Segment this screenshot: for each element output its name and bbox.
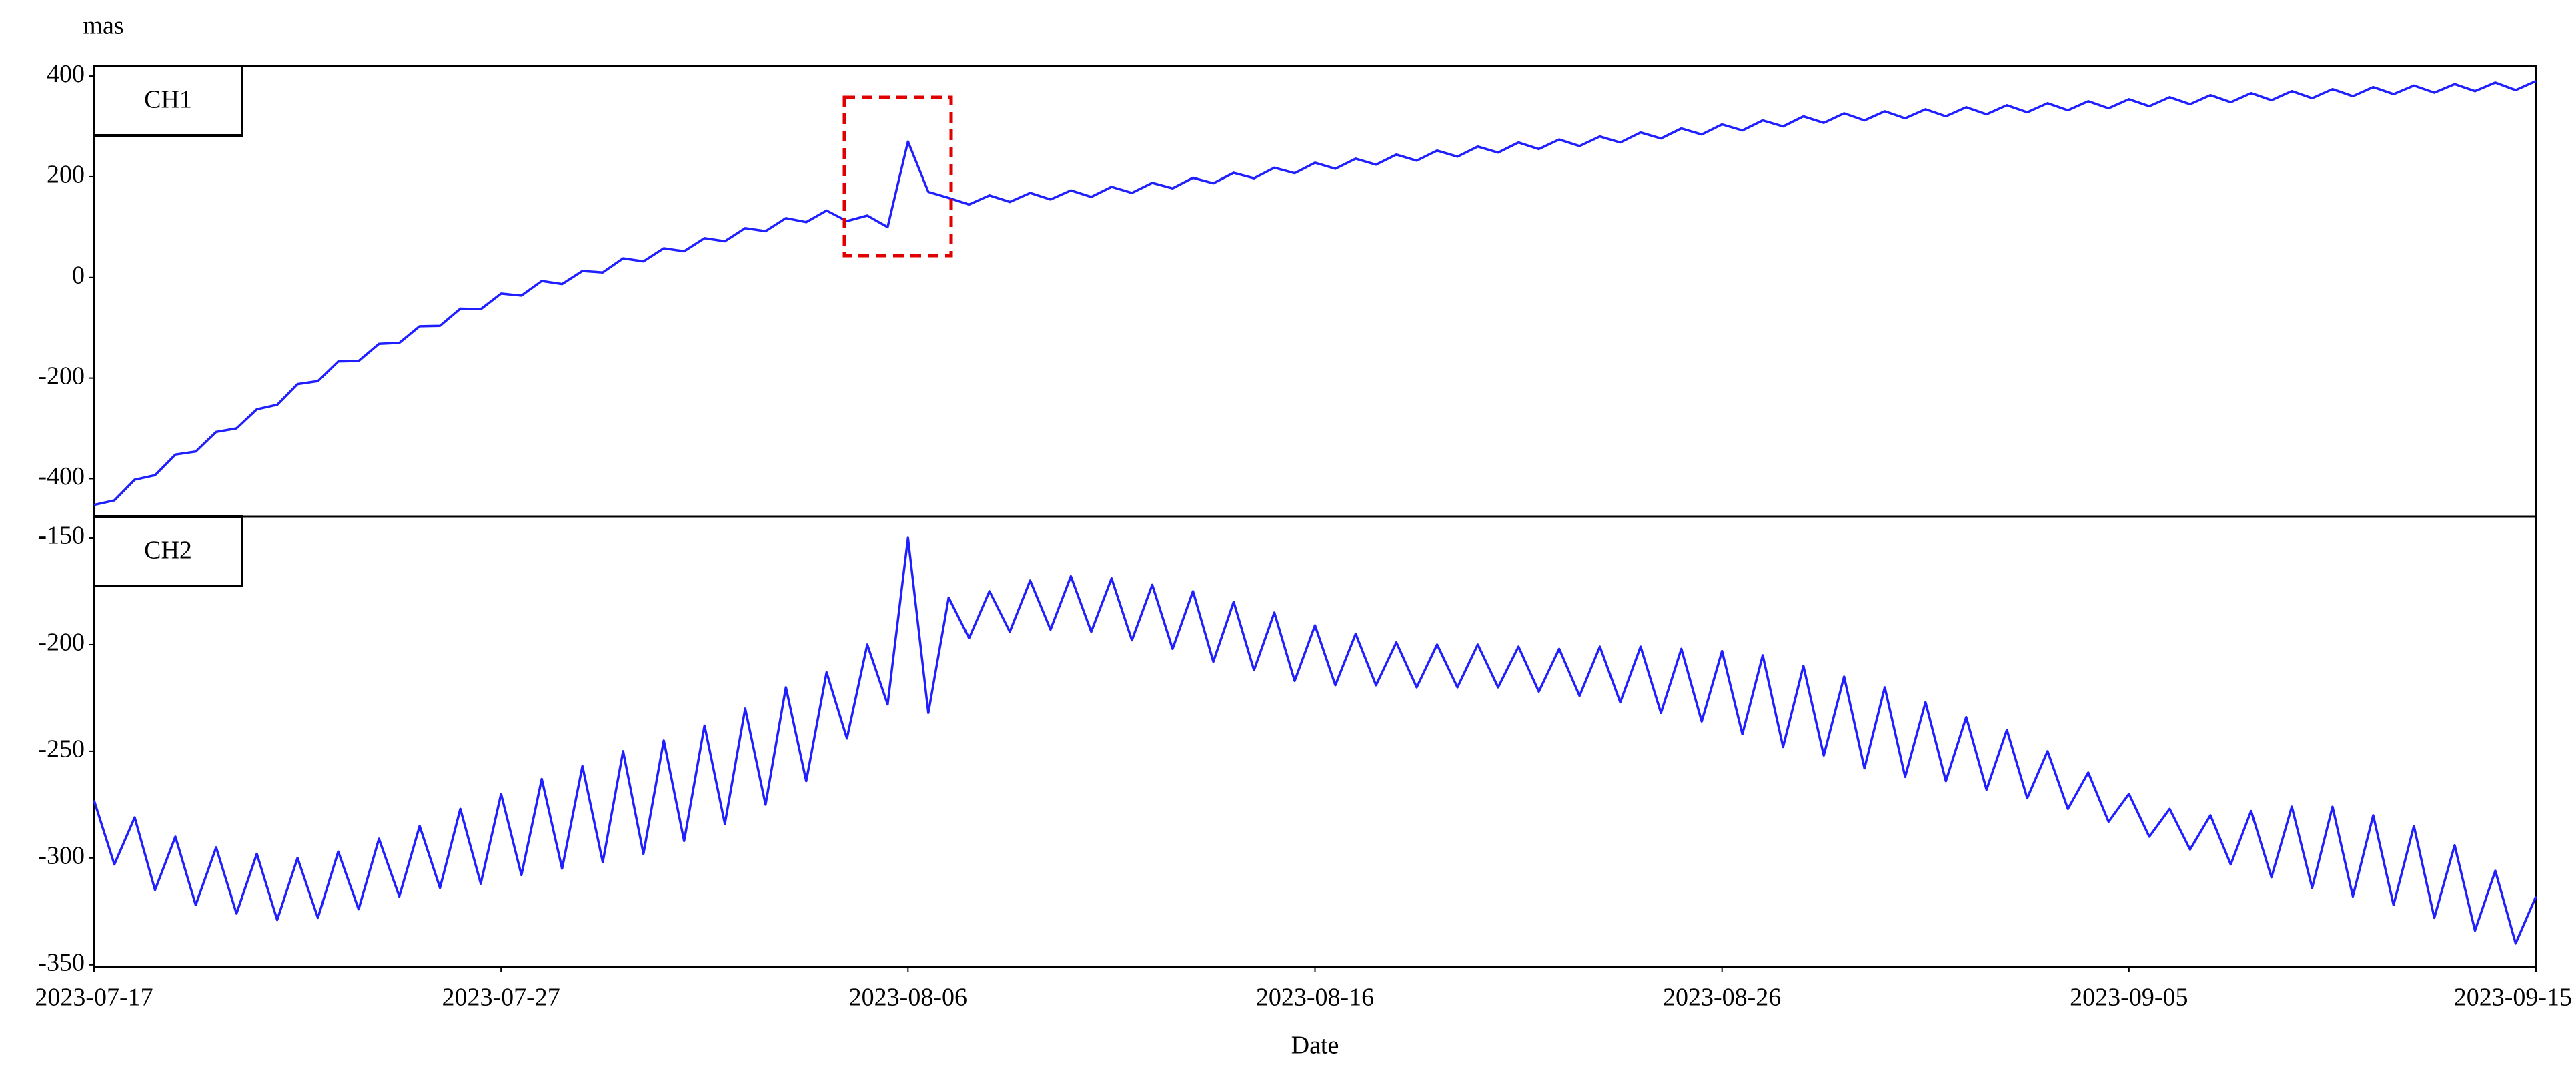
y-tick-label: -300 <box>38 842 85 870</box>
y-tick-label: -250 <box>38 735 85 763</box>
panel-label-box <box>93 515 243 587</box>
x-tick-label: 2023-08-06 <box>849 984 967 1012</box>
y-tick-label: -400 <box>38 462 85 490</box>
y-tick-label: -200 <box>38 629 85 657</box>
y-tick-label: -150 <box>38 522 85 550</box>
y-tick-label: -350 <box>38 949 85 977</box>
x-tick-label: 2023-08-16 <box>1256 984 1374 1012</box>
highlight-box <box>842 95 953 258</box>
x-tick-label: 2023-09-05 <box>2070 984 2188 1012</box>
y-tick-label: -200 <box>38 362 85 390</box>
x-tick-label: 2023-07-27 <box>442 984 560 1012</box>
panel-label: CH1 <box>144 86 192 114</box>
y-axis-unit: mas <box>83 12 123 40</box>
x-tick-label: 2023-09-15 <box>2454 984 2572 1012</box>
panel-label: CH2 <box>144 536 192 565</box>
panel-label-box <box>93 65 243 137</box>
data-line <box>93 80 2537 506</box>
y-tick-label: 0 <box>72 261 85 289</box>
x-axis-title: Date <box>1291 1032 1339 1060</box>
plot-frame <box>93 515 2537 968</box>
y-tick-label: 200 <box>47 161 85 189</box>
x-tick-label: 2023-07-17 <box>35 984 153 1012</box>
plot-frame <box>93 65 2537 518</box>
y-tick-label: 400 <box>47 60 85 88</box>
data-line <box>93 536 2537 945</box>
x-tick-label: 2023-08-26 <box>1663 984 1781 1012</box>
